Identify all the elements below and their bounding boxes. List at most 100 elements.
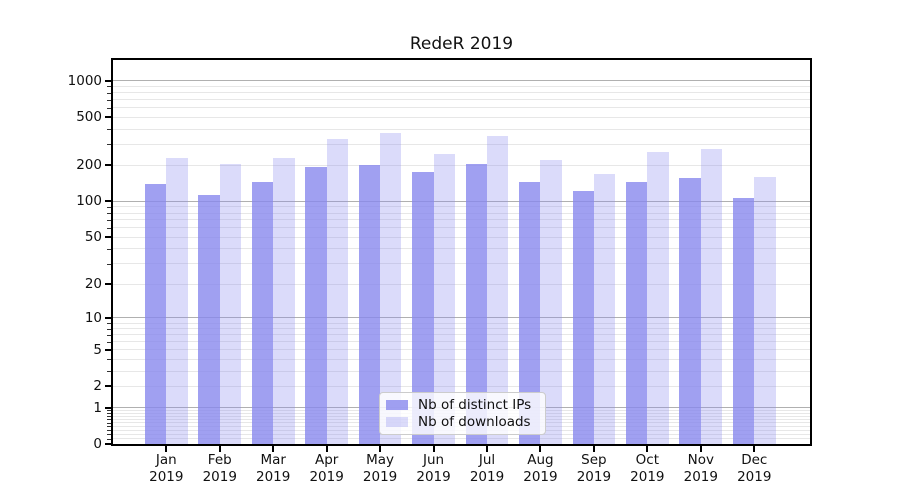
x-tick-mark [325, 446, 328, 452]
bar-nb-of-distinct-ips [732, 197, 755, 444]
y-gridline-minor [113, 116, 810, 118]
y-tick-label: 5 [93, 341, 102, 358]
legend-swatch-downloads [386, 417, 408, 428]
y-tick-mark [105, 316, 111, 319]
y-gridline-minor [113, 219, 810, 221]
bar-nb-of-downloads [433, 154, 455, 444]
y-tick-mark [105, 236, 111, 239]
legend: Nb of distinct IPs Nb of downloads [379, 392, 546, 435]
y-tick-mark [105, 116, 111, 119]
x-tick-mark [699, 446, 702, 452]
y-tick-mark [105, 283, 111, 285]
x-tick-mark [539, 446, 542, 452]
legend-item-distinct-ips: Nb of distinct IPs [380, 397, 545, 413]
bar-nb-of-downloads [754, 176, 776, 444]
y-tick-label: 200 [76, 157, 102, 174]
y-gridline-minor [113, 263, 810, 265]
bar-nb-of-downloads [487, 135, 509, 444]
y-gridline-minor [113, 236, 810, 238]
y-gridline-minor [113, 248, 810, 250]
y-tick-mark-minor [107, 419, 111, 421]
y-gridline-minor [113, 385, 810, 387]
x-tick-mark [218, 446, 221, 452]
y-tick-mark-minor [107, 99, 111, 101]
y-tick-mark [105, 79, 111, 82]
y-tick-mark-minor [107, 328, 111, 330]
x-tick-label: Mar 2019 [256, 452, 291, 485]
legend-item-downloads: Nb of downloads [380, 414, 545, 430]
y-tick-mark-minor [107, 422, 111, 424]
x-tick-mark [379, 446, 382, 452]
y-tick-label: 10 [84, 309, 102, 326]
bar-nb-of-distinct-ips [305, 167, 327, 444]
y-gridline-minor [113, 349, 810, 351]
y-tick-label: 20 [84, 276, 102, 292]
x-tick-mark [272, 446, 275, 452]
bar-nb-of-distinct-ips [465, 164, 487, 444]
y-tick-label: 50 [84, 229, 102, 246]
y-gridline-minor [113, 438, 810, 440]
y-tick-label: 500 [76, 109, 102, 126]
bar-nb-of-distinct-ips [251, 181, 274, 444]
y-gridline-minor [113, 212, 810, 214]
bar-nb-of-downloads [166, 158, 188, 444]
bar-nb-of-downloads [540, 159, 562, 444]
x-tick-mark [432, 446, 435, 452]
y-gridline-minor [113, 143, 810, 145]
y-gridline-minor [113, 227, 810, 229]
x-tick-mark [165, 446, 168, 452]
bar-nb-of-downloads [326, 139, 349, 444]
y-tick-mark [105, 200, 111, 203]
y-gridline-minor [113, 85, 810, 87]
legend-swatch-distinct-ips [386, 399, 408, 410]
y-tick-mark [105, 385, 111, 388]
y-gridline-minor [113, 92, 810, 94]
plot-area [113, 60, 810, 444]
y-tick-mark-minor [107, 213, 111, 215]
x-tick-label: May 2019 [362, 452, 398, 485]
y-tick-mark-minor [107, 86, 111, 88]
bar-nb-of-distinct-ips [572, 191, 594, 444]
y-tick-mark-minor [107, 430, 111, 432]
x-tick-label: Dec 2019 [737, 452, 772, 485]
y-tick-mark-minor [107, 227, 111, 229]
x-tick-mark [646, 446, 649, 452]
x-tick-label: Nov 2019 [683, 452, 718, 485]
bar-nb-of-distinct-ips [519, 182, 541, 444]
y-tick-label: 100 [76, 193, 102, 210]
x-tick-mark [486, 446, 488, 452]
bar-nb-of-distinct-ips [198, 195, 220, 444]
y-tick-mark-minor [107, 416, 111, 418]
y-gridline-major [113, 80, 810, 82]
chart-title: RedeR 2019 [409, 34, 514, 54]
y-gridline-major [113, 200, 810, 202]
y-tick-mark-minor [107, 206, 111, 208]
legend-label-distinct-ips: Nb of distinct IPs [418, 396, 532, 413]
legend-label-downloads: Nb of downloads [418, 414, 531, 431]
y-tick-mark-minor [107, 371, 111, 373]
y-tick-mark-minor [107, 129, 111, 131]
bar-nb-of-distinct-ips [679, 177, 701, 444]
y-tick-label: 1 [93, 399, 102, 416]
y-gridline-minor [113, 206, 810, 208]
y-tick-mark [105, 406, 111, 409]
y-gridline-major [113, 317, 810, 319]
bar-nb-of-downloads [219, 164, 242, 444]
y-tick-mark-minor [107, 334, 111, 336]
y-tick-label: 2 [93, 378, 102, 395]
x-tick-label: Sep 2019 [576, 452, 612, 485]
y-tick-mark-minor [107, 410, 111, 412]
y-tick-mark-minor [107, 438, 111, 440]
bar-nb-of-downloads [647, 152, 669, 444]
bar-nb-of-downloads [700, 149, 723, 444]
y-tick-mark-minor [107, 359, 111, 361]
y-tick-mark-minor [107, 263, 111, 265]
x-tick-label: Jul 2019 [469, 452, 505, 485]
y-tick-mark-minor [107, 341, 111, 343]
x-tick-label: Aug 2019 [523, 452, 558, 485]
y-tick-mark-minor [107, 323, 111, 324]
y-tick-mark-minor [107, 434, 111, 436]
y-tick-mark-minor [107, 92, 111, 94]
x-tick-label: Apr 2019 [309, 452, 344, 485]
